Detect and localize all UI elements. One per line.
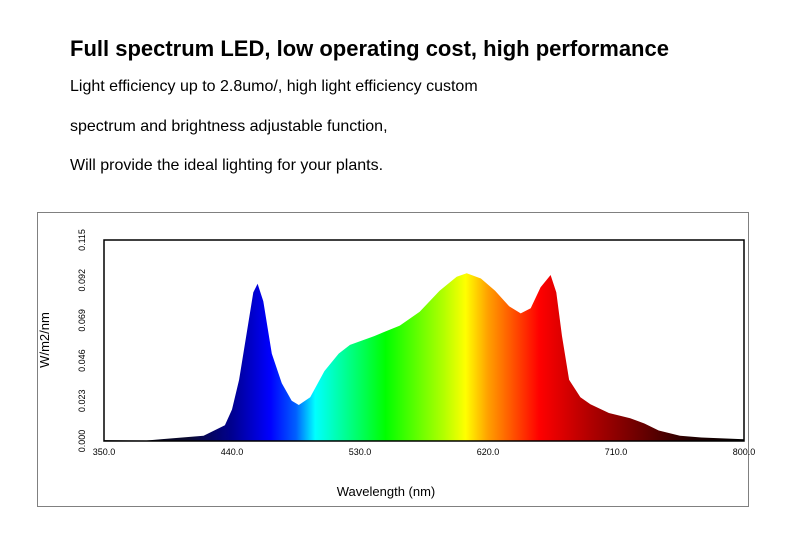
description-line: spectrum and brightness adjustable funct… — [70, 118, 388, 135]
x-tick-label: 440.0 — [221, 447, 244, 457]
x-tick-label: 710.0 — [605, 447, 628, 457]
spectrum-area — [104, 273, 744, 441]
y-tick-label: 0.046 — [77, 349, 87, 372]
chart-frame — [37, 212, 749, 507]
x-tick-label: 800.0 — [733, 447, 756, 457]
description-line: Will provide the ideal lighting for your… — [70, 157, 384, 174]
x-tick-label: 530.0 — [349, 447, 372, 457]
x-tick-label: 620.0 — [477, 447, 500, 457]
page-title: Full spectrum LED, low operating cost, h… — [70, 36, 669, 61]
y-tick-label: 0.023 — [77, 390, 87, 413]
x-tick-label: 350.0 — [93, 447, 116, 457]
plot-area-border — [103, 239, 745, 442]
y-tick-label: 0.115 — [77, 229, 87, 251]
y-tick-label: 0.069 — [77, 309, 87, 332]
y-tick-label: 0.000 — [77, 430, 87, 453]
y-tick-label: 0.092 — [77, 269, 87, 292]
description-line: Light efficiency up to 2.8umo/, high lig… — [70, 78, 478, 95]
x-axis-label: Wavelength (nm) — [337, 484, 436, 499]
y-axis-label: W/m2/nm — [37, 312, 52, 368]
